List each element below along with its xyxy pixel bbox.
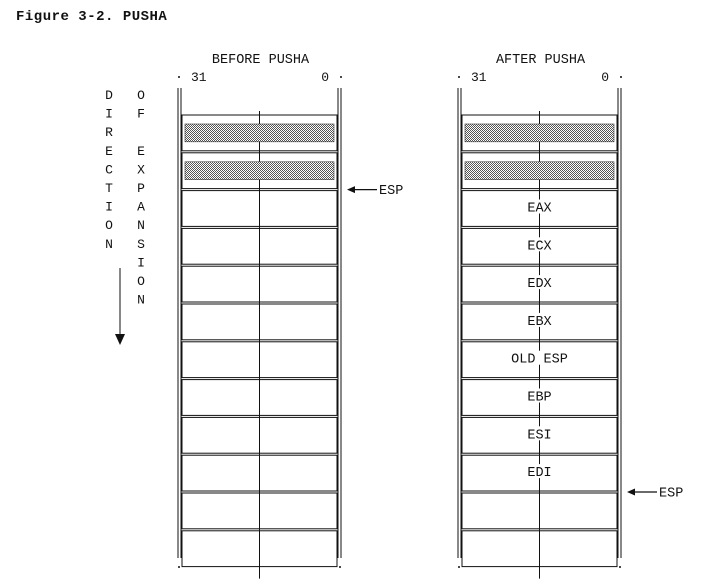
direction-letter: I: [105, 107, 113, 122]
esp-arrow-head: [347, 186, 355, 194]
esp-label: ESP: [659, 487, 683, 502]
expansion-letter: A: [137, 200, 145, 215]
shaded-slot: [464, 161, 615, 180]
direction-letter: E: [105, 144, 113, 159]
slot-register-label: EBP: [527, 391, 551, 406]
shaded-slot: [464, 123, 615, 143]
expansion-letter: X: [137, 162, 145, 177]
direction-letter: D: [105, 88, 113, 103]
expansion-letter: P: [137, 181, 145, 196]
figure-title: Figure 3-2. PUSHA: [16, 9, 168, 25]
shaded-slot: [184, 161, 335, 180]
label-backing: [525, 199, 554, 214]
slot-register-label: EDX: [527, 277, 551, 292]
bottom-dot: [619, 566, 621, 568]
bottom-dot: [178, 566, 180, 568]
bit-low-label: 0: [601, 70, 609, 85]
expansion-letter: F: [137, 107, 145, 122]
bit-high-label: 31: [471, 70, 487, 85]
esp-arrow-head: [627, 488, 635, 496]
direction-arrow-head: [115, 334, 125, 345]
slot-register-label: ESI: [527, 428, 551, 443]
bit-dot: [178, 76, 180, 78]
expansion-letter: S: [137, 237, 145, 252]
label-backing: [525, 312, 554, 327]
slot-register-label: EDI: [527, 466, 551, 481]
slot-register-label: EBX: [527, 315, 551, 330]
direction-letter: R: [105, 125, 113, 140]
bottom-dot: [339, 566, 341, 568]
label-backing: [525, 426, 554, 441]
direction-letter: C: [105, 162, 113, 177]
bottom-dot: [458, 566, 460, 568]
bit-low-label: 0: [321, 70, 329, 85]
direction-letter: I: [105, 200, 113, 215]
expansion-letter: O: [137, 274, 145, 289]
direction-letter: N: [105, 237, 113, 252]
slot-register-label: EAX: [527, 202, 551, 217]
shaded-slot: [184, 123, 335, 143]
label-backing: [525, 388, 554, 403]
direction-letter: O: [105, 218, 113, 233]
bit-high-label: 31: [191, 70, 207, 85]
stack-heading: BEFORE PUSHA: [212, 53, 310, 68]
bit-dot: [340, 76, 342, 78]
stack-before: BEFORE PUSHA 31 0 ESP: [177, 53, 403, 579]
stack-diagrams: BEFORE PUSHA 31 0 ESP AFTER PUSHA 31 0 EAX ECX ED…: [177, 53, 683, 579]
stack-after: AFTER PUSHA 31 0 EAX ECX EDX EBX OLD ESP EBP ESI E…: [457, 53, 683, 579]
label-backing: [508, 350, 571, 365]
expansion-letter: E: [137, 144, 145, 159]
slot-register-label: OLD ESP: [511, 353, 568, 368]
label-backing: [525, 464, 554, 479]
bit-dot: [458, 76, 460, 78]
expansion-letter: N: [137, 218, 145, 233]
label-backing: [525, 275, 554, 290]
expansion-letter: N: [137, 293, 145, 308]
expansion-letter: O: [137, 88, 145, 103]
label-backing: [525, 237, 554, 252]
direction-letter: T: [105, 181, 113, 196]
esp-label: ESP: [379, 184, 403, 199]
stack-heading: AFTER PUSHA: [496, 53, 586, 68]
bit-dot: [620, 76, 622, 78]
slot-register-label: ECX: [527, 239, 551, 254]
expansion-letter: I: [137, 255, 145, 270]
